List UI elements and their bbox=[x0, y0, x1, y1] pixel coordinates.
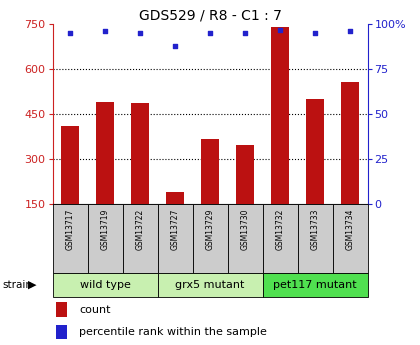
Point bbox=[312, 30, 318, 36]
Text: grx5 mutant: grx5 mutant bbox=[175, 280, 245, 289]
Bar bbox=[96, 102, 114, 204]
Bar bbox=[262, 204, 297, 273]
Text: percentile rank within the sample: percentile rank within the sample bbox=[79, 327, 267, 337]
Point bbox=[207, 30, 213, 36]
Bar bbox=[306, 99, 324, 204]
Bar bbox=[192, 204, 228, 273]
Bar bbox=[55, 303, 67, 317]
Text: pet117 mutant: pet117 mutant bbox=[273, 280, 357, 289]
Text: ▶: ▶ bbox=[28, 280, 37, 289]
Bar bbox=[87, 204, 123, 273]
Bar bbox=[166, 191, 184, 204]
Bar bbox=[228, 204, 262, 273]
Bar bbox=[52, 273, 158, 297]
Point bbox=[67, 30, 74, 36]
Bar bbox=[158, 204, 192, 273]
Point bbox=[136, 30, 143, 36]
Text: GSM13719: GSM13719 bbox=[100, 208, 110, 250]
Text: GSM13729: GSM13729 bbox=[205, 208, 215, 250]
Point bbox=[241, 30, 248, 36]
Bar bbox=[158, 273, 262, 297]
Point bbox=[172, 43, 178, 48]
Text: count: count bbox=[79, 305, 111, 315]
Bar bbox=[61, 126, 79, 204]
Bar bbox=[297, 204, 333, 273]
Bar bbox=[271, 27, 289, 204]
Bar bbox=[55, 325, 67, 339]
Bar bbox=[201, 139, 219, 204]
Text: wild type: wild type bbox=[79, 280, 131, 289]
Bar bbox=[262, 273, 368, 297]
Text: GSM13734: GSM13734 bbox=[346, 208, 354, 250]
Point bbox=[102, 29, 108, 34]
Text: GSM13727: GSM13727 bbox=[171, 208, 179, 250]
Point bbox=[277, 27, 284, 32]
Bar bbox=[236, 145, 254, 204]
Bar bbox=[123, 204, 158, 273]
Text: GSM13732: GSM13732 bbox=[276, 208, 284, 250]
Text: strain: strain bbox=[2, 280, 32, 289]
Text: GSM13717: GSM13717 bbox=[66, 208, 74, 250]
Bar bbox=[333, 204, 368, 273]
Point bbox=[346, 29, 353, 34]
Bar bbox=[131, 103, 149, 204]
Title: GDS529 / R8 - C1 : 7: GDS529 / R8 - C1 : 7 bbox=[139, 9, 281, 23]
Text: GSM13722: GSM13722 bbox=[136, 208, 144, 250]
Text: GSM13733: GSM13733 bbox=[310, 208, 320, 250]
Bar bbox=[52, 204, 87, 273]
Bar bbox=[341, 82, 359, 204]
Text: GSM13730: GSM13730 bbox=[241, 208, 249, 250]
